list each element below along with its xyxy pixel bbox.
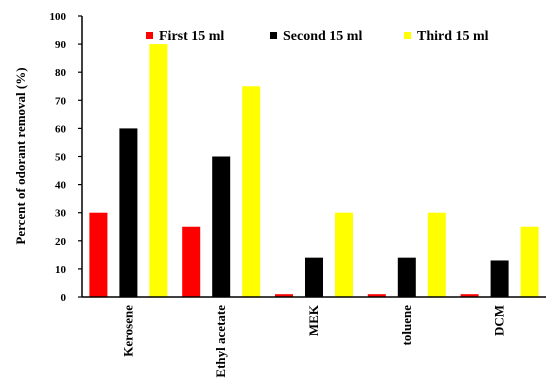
bar-ethyl-acetate-series-3	[242, 86, 261, 297]
y-tick-label: 20	[55, 236, 67, 248]
bar-mek-series-1	[275, 294, 293, 297]
y-tick-label: 0	[61, 292, 67, 304]
y-axis-ticks: 0 10 20 30 40 50 60 70 80 90 100	[50, 11, 82, 304]
bar-kerosene-series-1	[89, 212, 108, 297]
legend-swatch	[270, 32, 277, 39]
x-category-label: Ethyl acetate	[213, 305, 228, 378]
bar-toluene-series-1	[367, 294, 386, 297]
legend-label: Second 15 ml	[283, 29, 362, 44]
x-category-label: DCM	[492, 305, 507, 336]
bar-kerosene-series-2	[119, 128, 138, 297]
bar-kerosene-series-3	[149, 44, 168, 297]
y-tick-label: 60	[55, 123, 67, 135]
legend-label: Third 15 ml	[417, 29, 489, 44]
legend-swatch	[146, 32, 153, 39]
y-tick-label: 100	[50, 11, 67, 23]
legend: First 15 ml Second 15 ml Third 15 ml	[146, 29, 489, 44]
x-axis-categories: Kerosene Ethyl acetate MEK toluene DCM	[120, 304, 506, 377]
y-tick-label: 90	[55, 39, 67, 51]
bar-mek-series-3	[335, 212, 353, 297]
bar-toluene-series-2	[397, 257, 416, 297]
y-tick-label: 80	[55, 67, 67, 79]
bar-dcm-series-2	[490, 260, 509, 297]
y-tick-label: 70	[55, 95, 67, 107]
bar-mek-series-2	[305, 257, 323, 297]
y-tick-label: 40	[55, 180, 67, 192]
bar-ethyl-acetate-series-2	[212, 156, 231, 297]
bar-toluene-series-3	[427, 212, 446, 297]
bar-ethyl-acetate-series-1	[182, 226, 201, 297]
bars	[89, 44, 539, 297]
bar-dcm-series-1	[460, 294, 479, 297]
y-tick-label: 10	[55, 264, 67, 276]
y-axis-label: Percent of odorant removal (%)	[13, 67, 28, 244]
y-tick-label: 30	[55, 208, 67, 220]
legend-label: First 15 ml	[159, 29, 224, 44]
x-category-label: toluene	[399, 305, 414, 346]
x-category-label: MEK	[306, 304, 321, 336]
y-tick-label: 50	[55, 152, 67, 164]
legend-swatch	[404, 32, 411, 39]
bar-dcm-series-3	[520, 226, 539, 297]
x-category-label: Kerosene	[120, 305, 135, 357]
